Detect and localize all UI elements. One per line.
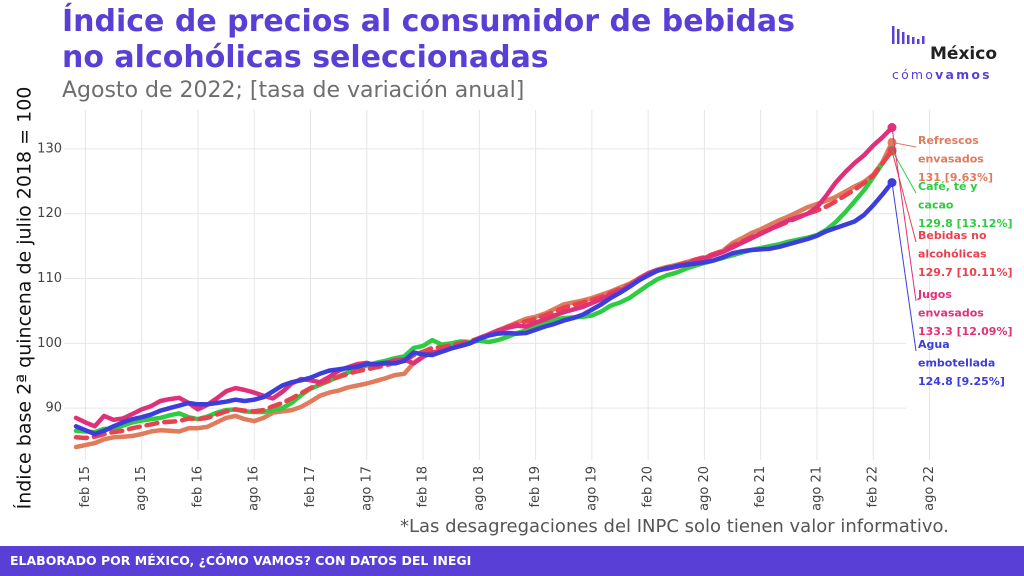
footer-text: ELABORADO POR MÉXICO, ¿CÓMO VAMOS? CON D… [10,553,472,568]
y-tick-label: 130 [37,141,62,156]
logo-tag-bold: vamos [935,67,992,82]
logo-tag-light: cómo [892,67,936,82]
mexico-como-vamos-logo [892,26,925,44]
end-labels: Refrescos envasados 131 [9.63%]Café, té y c… [891,127,1013,388]
x-tick-label: feb 18 [416,466,431,508]
x-tick-label: ago 22 [922,466,937,511]
chart-title: Índice de precios al consumidor de bebid… [62,4,795,75]
series-end-label: Jugos [917,288,952,301]
x-axis-ticks: feb 15 ago 15 feb 16 ago 16 feb 17 ago 17 feb … [78,466,937,511]
series-lines [73,123,897,450]
x-tick-label: feb 21 [753,466,768,508]
series-end-label: envasados [918,153,984,166]
series-end-label: Agua [918,338,950,351]
logo-tagline: cómovamos [892,67,992,82]
series-end-label: 124.8 [9.25%] [918,375,1005,388]
y-axis-ticks: 90 100 110 120 130 [37,141,62,415]
series-end-label: cacao [918,199,954,212]
series-end-label: 129.7 [10.11%] [918,266,1013,279]
series-end-label: Café, té y [918,180,977,193]
label-connector [891,182,917,352]
series-end-label: 129.8 [13.12%] [918,217,1013,230]
series-end-label: alcohólicas [918,248,987,261]
x-tick-label: feb 22 [866,466,881,508]
chart-subtitle: Agosto de 2022; [tasa de variación anual… [62,78,525,103]
series-end-label: 133.3 [12.09%] [918,325,1013,338]
x-tick-label: ago 20 [697,466,712,511]
footnote: *Las desagregaciones del INPC solo tiene… [400,516,949,537]
series-end-label: Refrescos [918,134,979,147]
footer-bar: ELABORADO POR MÉXICO, ¿CÓMO VAMOS? CON D… [0,546,1024,576]
x-tick-label: feb 20 [641,466,656,508]
y-tick-label: 110 [37,271,62,286]
x-tick-label: feb 17 [303,466,318,508]
x-tick-label: feb 16 [190,466,205,508]
series-end-label: Bebidas no [918,229,987,242]
y-axis-label: Índice base 2ª quincena de julio 2018 = … [13,87,36,510]
x-tick-label: feb 19 [528,466,543,508]
x-tick-label: ago 21 [809,466,824,511]
y-tick-label: 90 [45,401,62,416]
x-tick-label: ago 19 [584,466,599,511]
series-line [73,180,895,437]
y-tick-label: 100 [37,336,62,351]
y-tick-label: 120 [37,206,62,221]
series-end-label: embotellada [918,357,995,370]
logo-bars-icon [892,26,925,44]
x-tick-label: ago 17 [359,466,374,511]
x-tick-label: ago 18 [472,466,487,511]
label-connector [891,127,917,302]
x-tick-label: ago 15 [134,466,149,511]
logo-name: México [930,44,997,64]
label-connector [891,150,917,243]
x-tick-label: ago 16 [247,466,262,511]
series-end-label: 131 [9.63%] [918,171,993,184]
series-end-label: envasados [918,307,984,320]
label-connector [891,141,917,148]
x-tick-label: feb 15 [78,466,93,508]
